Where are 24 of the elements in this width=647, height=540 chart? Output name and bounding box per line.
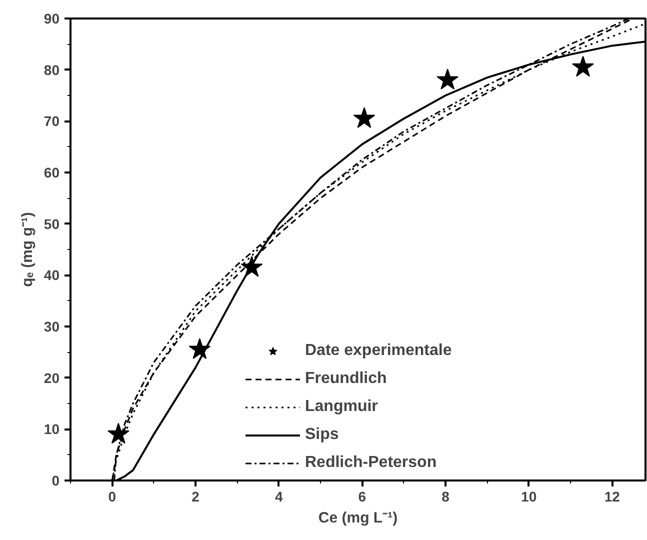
y-axis-title: qₑ (mg g⁻¹) [18, 212, 36, 287]
legend-label: Redlich-Peterson [305, 453, 437, 473]
legend-label: Date experimentale [305, 341, 452, 361]
legend-label: Sips [305, 425, 339, 445]
y-tick-label: 40 [44, 267, 60, 284]
y-tick-label: 30 [44, 318, 60, 334]
x-axis-title: Ce (mg L⁻¹) [318, 510, 398, 526]
legend-label: Freundlich [305, 369, 387, 389]
x-tick-label: 4 [274, 488, 283, 504]
x-tick-label: 8 [442, 488, 450, 504]
y-tick-label: 60 [44, 164, 60, 180]
y-tick-label: 80 [44, 62, 60, 78]
y-tick-label: 90 [44, 10, 60, 26]
x-tick-label: 12 [604, 488, 620, 504]
y-tick-label: 10 [44, 421, 60, 438]
y-tick-label: 70 [44, 113, 60, 130]
y-tick-label: 20 [44, 370, 60, 386]
x-tick-label: 2 [192, 488, 200, 504]
x-tick-label: 10 [521, 488, 537, 504]
y-tick-label: 0 [52, 472, 60, 488]
x-tick-label: 6 [358, 488, 366, 504]
y-tick-label: 50 [44, 216, 60, 232]
x-tick-label: 0 [108, 488, 116, 504]
legend-label: Langmuir [305, 397, 378, 417]
